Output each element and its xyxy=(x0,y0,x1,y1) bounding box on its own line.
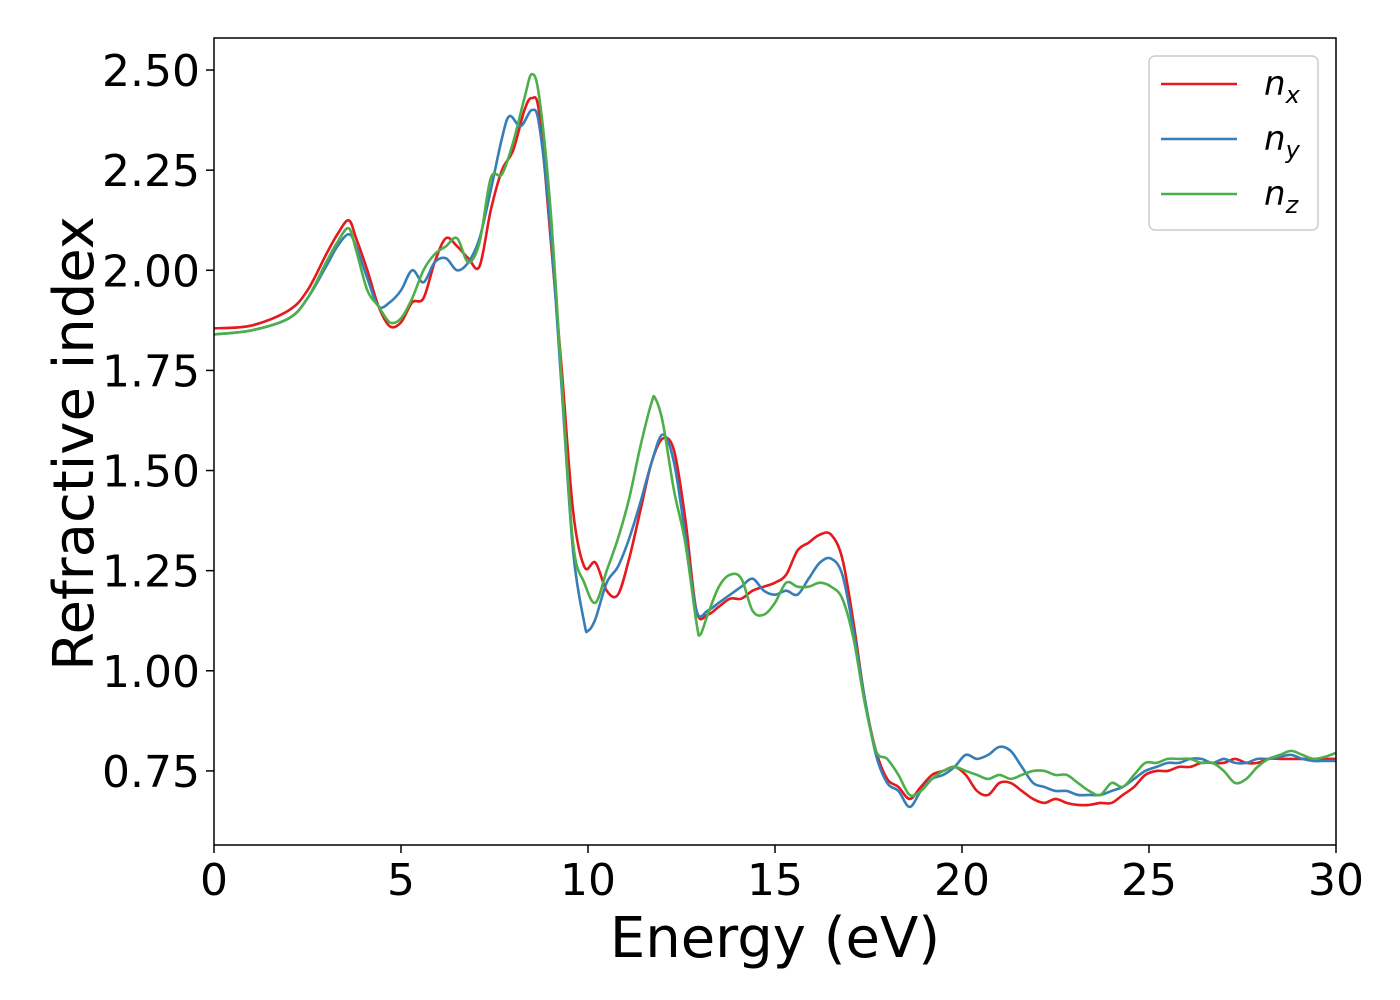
legend: nx ny nz xyxy=(1148,55,1319,231)
y-tick-label: 2.25 xyxy=(102,146,200,197)
legend-label-nz: nz xyxy=(1264,174,1300,219)
y-axis-ticks: 0.75 1.00 1.25 1.50 1.75 2.00 2.25 2.50 xyxy=(102,46,214,798)
y-tick-label: 2.50 xyxy=(102,46,200,97)
y-tick-label: 1.25 xyxy=(102,547,200,598)
legend-items: nx ny nz xyxy=(1161,64,1301,219)
legend-box xyxy=(1148,55,1319,231)
series-line-nz xyxy=(214,72,1336,798)
legend-label-ny: ny xyxy=(1264,119,1301,164)
y-tick-label: 1.00 xyxy=(102,647,200,698)
x-tick-label: 5 xyxy=(387,855,415,906)
y-axis-title: Refractive index xyxy=(42,216,107,671)
series-line-ny xyxy=(214,108,1336,809)
x-tick-label: 20 xyxy=(934,855,990,906)
y-tick-label: 1.50 xyxy=(102,447,200,498)
x-tick-label: 30 xyxy=(1308,855,1364,906)
y-tick-label: 0.75 xyxy=(102,747,200,798)
y-tick-label: 2.00 xyxy=(102,246,200,297)
x-tick-label: 15 xyxy=(747,855,803,906)
x-tick-label: 25 xyxy=(1121,855,1177,906)
series-layer xyxy=(214,72,1336,809)
x-tick-label: 0 xyxy=(200,855,228,906)
y-tick-label: 1.75 xyxy=(102,346,200,397)
x-tick-label: 10 xyxy=(560,855,616,906)
legend-label-nx: nx xyxy=(1264,64,1301,109)
series-line-nx xyxy=(214,95,1336,807)
x-axis-title: Energy (eV) xyxy=(610,906,940,971)
x-axis-ticks: 0 5 10 15 20 25 30 xyxy=(200,845,1364,906)
